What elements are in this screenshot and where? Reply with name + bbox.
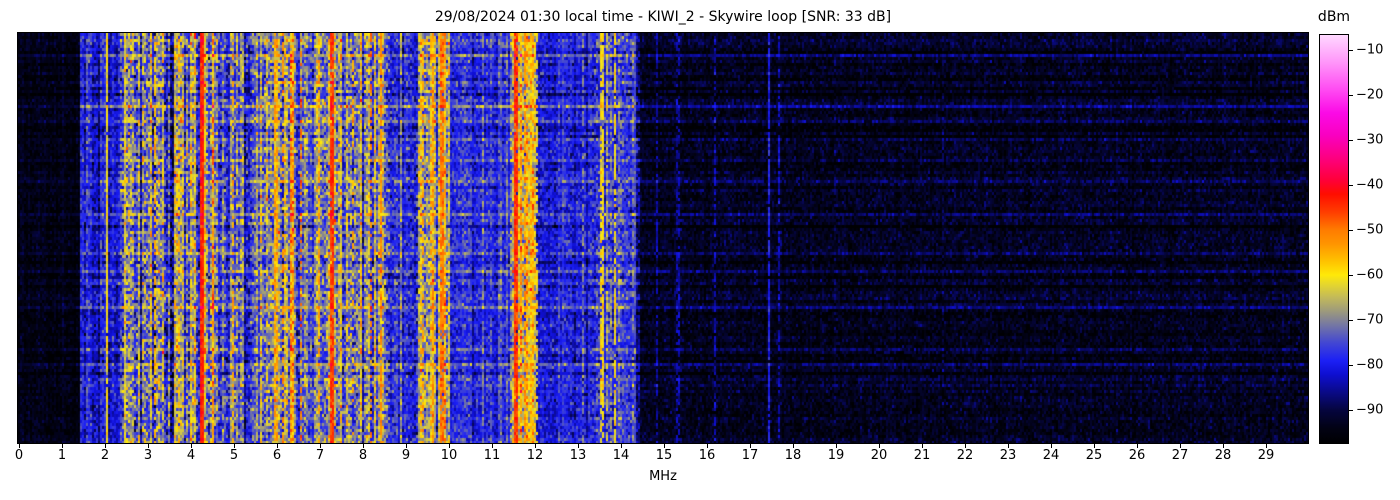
- x-axis-tick-label: 8: [358, 448, 368, 463]
- colorbar-tick-label: −50: [1356, 222, 1384, 238]
- x-axis-tick-label: 17: [741, 448, 759, 463]
- colorbar-tick-label: −80: [1356, 357, 1384, 373]
- x-axis-tick: [750, 444, 751, 448]
- colorbar-tick-label: −40: [1356, 177, 1384, 193]
- x-axis-tick: [1180, 444, 1181, 448]
- x-axis-tick-label: 9: [401, 448, 411, 463]
- x-axis-tick-label: 27: [1171, 448, 1189, 463]
- x-axis-tick-label: 22: [956, 448, 974, 463]
- x-axis-tick-label: 2: [100, 448, 110, 463]
- colorbar-tick-label: −90: [1356, 402, 1384, 418]
- x-axis-tick-label: 15: [655, 448, 673, 463]
- x-axis-tick-label: 1: [57, 448, 67, 463]
- x-axis-label: MHz: [649, 469, 677, 484]
- x-axis-tick: [105, 444, 106, 448]
- colorbar: [1319, 34, 1349, 444]
- x-axis-tick: [406, 444, 407, 448]
- x-axis-tick: [234, 444, 235, 448]
- x-axis-tick: [922, 444, 923, 448]
- x-axis-tick: [1094, 444, 1095, 448]
- x-axis-tick: [363, 444, 364, 448]
- x-axis-tick-label: 21: [913, 448, 931, 463]
- x-axis-tick: [535, 444, 536, 448]
- x-axis-tick-label: 20: [870, 448, 888, 463]
- x-axis-tick-label: 26: [1128, 448, 1146, 463]
- colorbar-tick: [1349, 410, 1353, 411]
- x-axis-tick-label: 4: [186, 448, 196, 463]
- colorbar-tick: [1349, 275, 1353, 276]
- x-axis-tick-label: 11: [483, 448, 501, 463]
- x-axis-tick: [793, 444, 794, 448]
- x-axis-tick: [1223, 444, 1224, 448]
- x-axis-tick-label: 24: [1042, 448, 1060, 463]
- colorbar-tick-label: −20: [1356, 87, 1384, 103]
- x-axis-tick-label: 5: [229, 448, 239, 463]
- colorbar-tick-label: −70: [1356, 312, 1384, 328]
- colorbar-tick: [1349, 95, 1353, 96]
- colorbar-tick: [1349, 140, 1353, 141]
- x-axis-tick-label: 25: [1085, 448, 1103, 463]
- x-axis-tick: [1008, 444, 1009, 448]
- x-axis-tick: [19, 444, 20, 448]
- x-axis-tick: [621, 444, 622, 448]
- x-axis-tick-label: 10: [440, 448, 458, 463]
- x-axis-tick-label: 28: [1214, 448, 1232, 463]
- x-axis-tick: [1051, 444, 1052, 448]
- chart-title: 29/08/2024 01:30 local time - KIWI_2 - S…: [434, 9, 892, 25]
- x-axis-tick: [148, 444, 149, 448]
- waterfall-plot-area: [17, 32, 1309, 444]
- x-axis-tick-label: 19: [827, 448, 845, 463]
- x-axis-tick-label: 14: [612, 448, 630, 463]
- x-axis-tick-label: 29: [1257, 448, 1275, 463]
- x-axis-tick: [664, 444, 665, 448]
- x-axis-tick-label: 6: [272, 448, 282, 463]
- colorbar-unit-label: dBm: [1317, 9, 1351, 25]
- colorbar-tick-label: −60: [1356, 267, 1384, 283]
- colorbar-tick: [1349, 230, 1353, 231]
- x-axis-tick: [707, 444, 708, 448]
- colorbar-gradient: [1320, 35, 1348, 443]
- x-axis-tick: [965, 444, 966, 448]
- x-axis-tick-label: 0: [14, 448, 24, 463]
- colorbar-tick: [1349, 185, 1353, 186]
- x-axis-tick-label: 7: [315, 448, 325, 463]
- colorbar-tick: [1349, 320, 1353, 321]
- x-axis-tick-label: 3: [143, 448, 153, 463]
- colorbar-tick-label: −30: [1356, 132, 1384, 148]
- x-axis-tick-label: 13: [569, 448, 587, 463]
- x-axis-tick: [578, 444, 579, 448]
- x-axis-tick: [836, 444, 837, 448]
- colorbar-tick: [1349, 365, 1353, 366]
- x-axis-tick-label: 18: [784, 448, 802, 463]
- x-axis-tick: [191, 444, 192, 448]
- colorbar-tick-label: −10: [1356, 42, 1384, 58]
- x-axis-tick: [320, 444, 321, 448]
- x-axis-tick: [879, 444, 880, 448]
- waterfall-canvas: [18, 33, 1308, 443]
- x-axis-tick: [1266, 444, 1267, 448]
- x-axis-tick: [277, 444, 278, 448]
- x-axis-tick-label: 16: [698, 448, 716, 463]
- x-axis-tick: [449, 444, 450, 448]
- colorbar-tick: [1349, 50, 1353, 51]
- x-axis-tick: [62, 444, 63, 448]
- x-axis-tick: [492, 444, 493, 448]
- x-axis-tick-label: 23: [999, 448, 1017, 463]
- x-axis-tick-label: 12: [526, 448, 544, 463]
- x-axis-tick: [1137, 444, 1138, 448]
